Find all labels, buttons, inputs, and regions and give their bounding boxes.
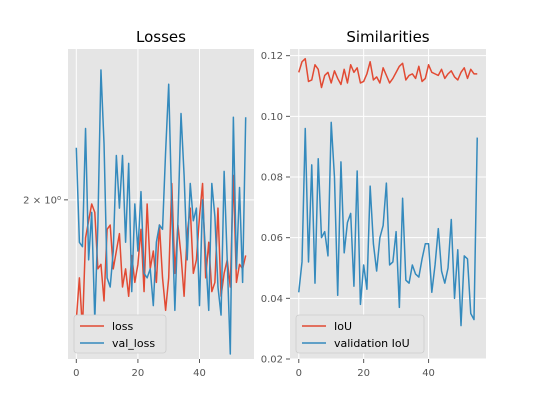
losses-axes: Losses 0 20 40 2 × 10⁰ loss val_loss [23, 28, 254, 379]
losses-legend-label-loss: loss [112, 320, 134, 333]
losses-x-tick-label: 20 [132, 368, 145, 379]
similarities-x-tick-label: 40 [422, 368, 435, 379]
losses-x-tick-label: 40 [193, 368, 206, 379]
similarities-legend-label-validation-iou: validation IoU [334, 337, 410, 350]
similarities-y-tick-label: 0.12 [261, 51, 283, 62]
losses-series-val-loss-line [75, 69, 247, 355]
similarities-x-tick-label: 0 [296, 368, 302, 379]
losses-y-tick-label: 2 × 10⁰ [23, 195, 61, 206]
losses-legend: loss val_loss [73, 314, 167, 354]
similarities-y-tick-label: 0.02 [261, 355, 283, 366]
similarities-y-tick-label: 0.10 [261, 112, 283, 123]
losses-x-tick-label: 0 [73, 368, 79, 379]
similarities-y-tick-label: 0.08 [261, 173, 283, 184]
similarities-series-iou-line [298, 57, 478, 89]
losses-plot-area [68, 49, 254, 359]
losses-title: Losses [136, 28, 186, 46]
losses-legend-label-val-loss: val_loss [112, 337, 155, 350]
losses-series-loss-line [75, 174, 247, 331]
similarities-y-tick-label: 0.06 [261, 233, 283, 244]
similarities-x-tick-label: 20 [357, 368, 370, 379]
similarities-axes: Similarities 0 20 40 0.02 0.04 0.06 0.08 0.10 0.… [261, 28, 486, 379]
similarities-legend-box [295, 314, 425, 354]
similarities-plot-area [290, 49, 486, 359]
similarities-y-tick-label: 0.04 [261, 294, 283, 305]
similarities-legend: IoU validation IoU [295, 314, 425, 354]
similarities-title: Similarities [346, 28, 429, 46]
similarities-series-validation-iou-line [298, 121, 478, 327]
similarities-legend-label-iou: IoU [334, 320, 352, 333]
